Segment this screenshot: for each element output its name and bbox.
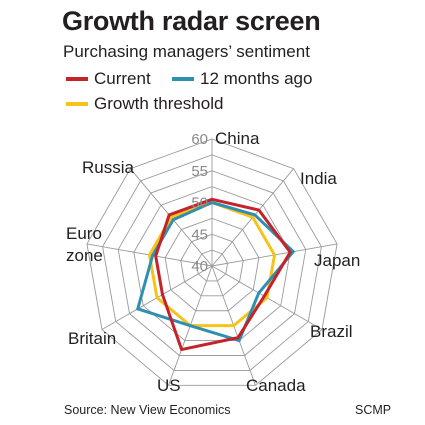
radar-ticks: 40 45 50 55 60	[191, 131, 208, 275]
axis-label-russia: Russia	[82, 158, 135, 177]
legend-label-current: Current	[94, 69, 151, 88]
tick-label-55: 55	[191, 163, 208, 180]
legend-item-12-months-ago: 12 months ago	[172, 69, 312, 89]
grid-ring-60	[86, 138, 338, 386]
grid-ring-42.5	[195, 249, 229, 282]
radar-axis-labels: China India Japan Brazil Canada US Britain Euro…	[66, 129, 360, 395]
tick-label-40: 40	[191, 258, 208, 275]
series-growth-threshold	[147, 200, 277, 328]
tick-label-60: 60	[191, 131, 208, 148]
axis-label-india: India	[300, 169, 337, 188]
tick-label-45: 45	[191, 226, 208, 243]
tick-label-50: 50	[191, 195, 208, 212]
axis-label-euro-zone: Euro zone	[66, 224, 103, 265]
series-current	[154, 197, 292, 352]
legend-label-growth-threshold: Growth threshold	[94, 94, 224, 113]
legend-swatch-12-months-ago	[172, 77, 194, 81]
source-note: Source: New View Economics	[64, 403, 231, 417]
axis-label-japan: Japan	[314, 251, 360, 270]
legend-item-current: Current	[66, 69, 151, 89]
legend-swatch-current	[66, 77, 88, 81]
legend-item-growth-threshold: Growth threshold	[66, 94, 223, 114]
grid-ring-47.5	[164, 217, 260, 312]
grid-ring-52.5	[133, 186, 291, 342]
axis-label-us: US	[157, 376, 181, 395]
legend-swatch-growth-threshold	[66, 102, 88, 106]
axis-label-brazil: Brazil	[310, 322, 353, 341]
grid-ring-45	[180, 233, 244, 297]
chart-subtitle: Purchasing managers’ sentiment	[63, 42, 310, 61]
chart-title: Growth radar screen	[62, 6, 321, 36]
grid-ring-57.5	[102, 154, 322, 371]
axis-label-canada: Canada	[246, 376, 306, 395]
legend-label-12-months-ago: 12 months ago	[200, 69, 313, 88]
radar-series	[135, 197, 296, 352]
axis-label-britain: Britain	[68, 329, 116, 348]
grid-ring-55	[117, 170, 307, 356]
credit: SCMP	[355, 403, 392, 417]
axis-label-china: China	[215, 129, 260, 148]
